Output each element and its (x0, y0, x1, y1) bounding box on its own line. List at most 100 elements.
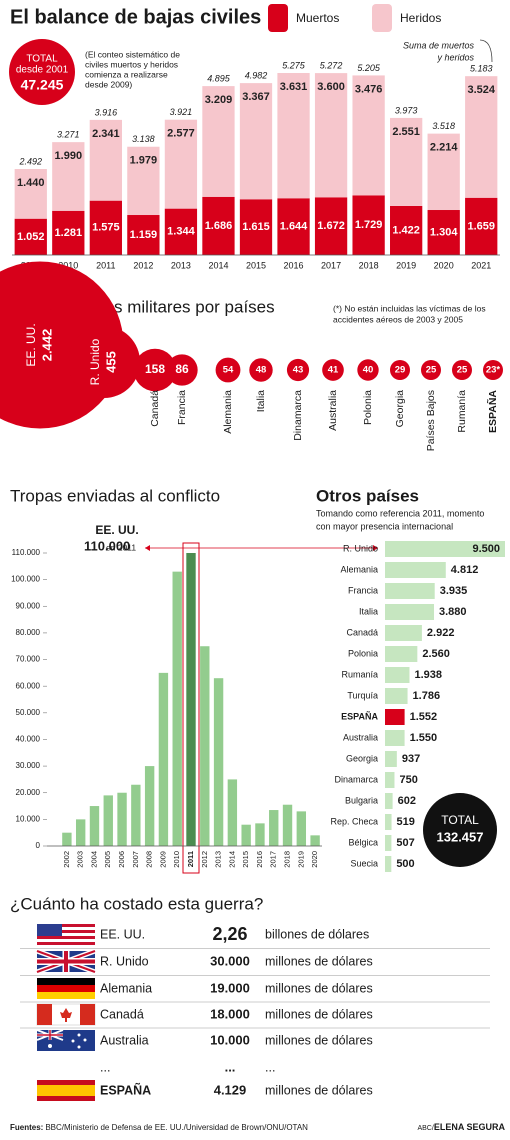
bubble (249, 358, 273, 382)
bubble-name: Alemania (222, 390, 234, 434)
legend-swatch (268, 4, 288, 32)
bubble-value: 54 (223, 365, 234, 376)
bar-segment (239, 199, 273, 255)
value-label: 937 (402, 753, 420, 765)
amount: 30.000 (210, 953, 250, 968)
value-label: 1.550 (410, 732, 438, 744)
bubble-name: Países Bajos (425, 390, 437, 451)
bar-segment (52, 210, 85, 255)
section-title: ¿Cuánto ha costado esta guerra? (10, 894, 263, 913)
total-label: TOTAL (441, 813, 479, 827)
category-label: Suecia (350, 858, 378, 868)
value-label: 602 (398, 795, 416, 807)
x-tick-label: 2005 (103, 851, 112, 868)
total-label: 3.921 (170, 107, 193, 117)
sources-part: BBC/Ministerio de Defensa de EE. UU./Uni… (45, 1123, 308, 1132)
y-tick-label: 10.000 (16, 814, 41, 823)
x-tick-label: 2015 (246, 260, 266, 270)
x-tick-label: 2012 (133, 260, 153, 270)
bar (385, 541, 505, 557)
y-tick-label: 30.000 (16, 761, 41, 770)
credit: ABC/ELENA SEGURA (417, 1122, 505, 1132)
total-badge (423, 793, 497, 867)
country: Canadá (100, 1007, 144, 1021)
flag-germany (37, 978, 95, 999)
bubble (390, 360, 410, 380)
bubble-name: Australia (327, 390, 339, 431)
value-label: 2.551 (392, 126, 420, 138)
y-tick-label: 60.000 (16, 681, 41, 690)
x-tick-label: 2011 (186, 851, 195, 867)
bubble-name: Canadá (149, 390, 161, 427)
bar (200, 646, 210, 846)
x-tick-label: 2016 (255, 851, 264, 868)
bar (385, 835, 392, 851)
bar (269, 810, 279, 846)
value-label: 2.577 (167, 128, 195, 140)
note: accidentes aéreos de 2003 y 2005 (333, 314, 463, 324)
bubble (421, 360, 441, 380)
bar-segment (277, 73, 310, 199)
bar (131, 784, 141, 846)
category-label: Dinamarca (334, 774, 378, 784)
bar (241, 824, 251, 846)
category-label: Francia (348, 585, 378, 595)
category-label: Australia (343, 732, 378, 742)
total-label: 3.138 (132, 134, 155, 144)
category-label: Bulgaria (345, 795, 378, 805)
value-label: 507 (396, 837, 414, 849)
bubble-name: Francia (176, 390, 188, 425)
x-tick-label: 2013 (171, 260, 191, 270)
bar-segment (465, 76, 498, 198)
flag-spain (37, 1080, 95, 1101)
x-tick-label: 2020 (434, 260, 454, 270)
bar (310, 835, 320, 846)
highlight-box (182, 542, 200, 874)
total-label: 4.982 (245, 70, 268, 80)
bar (186, 553, 196, 846)
value-label: 1.729 (355, 219, 383, 231)
total-label: 3.973 (395, 105, 418, 115)
subtitle: Tomando como referencia 2011, momento (316, 508, 484, 518)
value-label: 3.600 (317, 81, 345, 93)
bar (385, 709, 405, 725)
bar-segment (127, 215, 160, 255)
y-tick-label: 0 (36, 841, 41, 850)
value-label: 500 (396, 858, 414, 870)
bubble-value: 86 (175, 362, 189, 376)
bar (385, 604, 435, 620)
x-tick-label: 2006 (117, 851, 126, 868)
value-label: 1.575 (92, 222, 120, 234)
x-tick-label: 2008 (145, 851, 154, 868)
country: Australia (100, 1033, 149, 1047)
flag-australia (36, 1029, 95, 1051)
value-label: 2.214 (430, 142, 458, 154)
x-tick-label: 2004 (89, 851, 98, 868)
unit: millones de dólares (265, 981, 373, 995)
bar-segment (314, 73, 348, 198)
value-label: 1.672 (317, 220, 345, 232)
x-tick-label: 2017 (321, 260, 341, 270)
total-value: 132.457 (437, 829, 484, 844)
bar-segment (427, 133, 460, 211)
bubble-name: ESPAÑA (486, 390, 499, 433)
total-label: 5.275 (282, 60, 306, 70)
value-label: 1.052 (17, 231, 45, 243)
bar (385, 688, 408, 704)
category-label: Canadá (346, 627, 378, 637)
amount: 18.000 (210, 1006, 250, 1021)
value-label: 3.524 (467, 84, 495, 96)
bar-segment (239, 83, 273, 200)
amount: 10.000 (210, 1032, 250, 1047)
category-label: Rep. Checa (330, 816, 378, 826)
note: (El conteo sistemático de (85, 49, 180, 59)
bar (75, 819, 86, 846)
country: ESPAÑA (100, 1082, 151, 1097)
annotation: y heridos (436, 52, 474, 62)
legend-swatch (372, 4, 392, 32)
bar-segment (164, 119, 198, 209)
note: desde 2009) (85, 79, 132, 89)
note: (*) No están incluidas las víctimas de l… (333, 303, 486, 313)
value-label: 519 (397, 816, 415, 828)
